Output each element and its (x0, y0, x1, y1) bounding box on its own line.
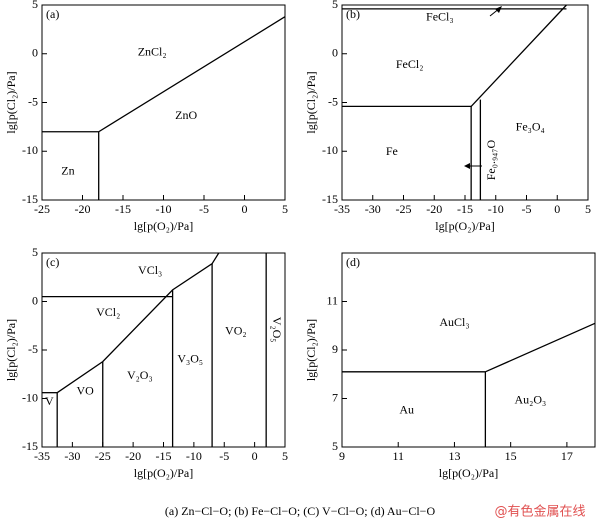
x-tick-label: 5 (282, 202, 288, 216)
plot-frame (41, 252, 286, 448)
y-tick-label: 0 (32, 293, 38, 307)
region-label: Au (399, 402, 414, 416)
x-tick-label: -30 (365, 202, 381, 216)
x-tick-label: -5 (219, 449, 229, 463)
panel-label: (c) (46, 255, 59, 269)
x-tick-label: 9 (339, 449, 345, 463)
region-label: ZnCl₂ (138, 45, 167, 59)
panel-label: (a) (46, 7, 59, 21)
region-label: VO₂ (225, 323, 247, 337)
watermark: @有色金属在线 (494, 504, 585, 520)
y-axis-label: lg[p(Cl₂)/Pa] (4, 71, 18, 133)
x-tick-label: -5 (199, 202, 209, 216)
region-label: VCl₂ (96, 305, 120, 319)
x-tick-label: 17 (561, 449, 573, 463)
x-tick-label: -10 (156, 202, 172, 216)
y-tick-label: -5 (28, 94, 38, 108)
x-axis-label: lg[p(O₂)/Pa] (134, 466, 194, 480)
y-tick-label: -10 (322, 143, 338, 157)
y-tick-label: -10 (22, 143, 38, 157)
y-tick-label: 0 (332, 46, 338, 60)
x-tick-label: 15 (505, 449, 517, 463)
x-tick-label: -20 (426, 202, 442, 216)
x-tick-label: 0 (554, 202, 560, 216)
x-tick-label: -20 (125, 449, 141, 463)
y-tick-label: 5 (332, 439, 338, 453)
y-tick-label: -15 (22, 439, 38, 453)
region-label: Fe (386, 144, 398, 158)
panel-label: (d) (346, 255, 360, 269)
region-label: V₂O₅ (270, 317, 284, 343)
boundary-line (98, 16, 286, 133)
plot-frame (341, 252, 596, 448)
x-tick-label: -35 (334, 202, 350, 216)
boundary-line (470, 4, 567, 107)
region-label: ZnO (175, 108, 197, 122)
x-tick-label: -35 (34, 449, 50, 463)
y-tick-label: -10 (22, 390, 38, 404)
region-label: VCl₃ (138, 263, 162, 277)
x-tick-label: 11 (392, 449, 404, 463)
y-tick-label: 9 (332, 342, 338, 356)
region-label: FeCl₃ (426, 9, 454, 23)
y-tick-label: 11 (326, 293, 338, 307)
region-label: Fe₃O₄ (516, 120, 545, 134)
x-tick-label: -15 (457, 202, 473, 216)
plot-frame (341, 4, 589, 201)
y-tick-label: 5 (332, 0, 338, 11)
y-axis-label: lg[p(Cl₂)/Pa] (304, 319, 318, 381)
x-axis-label: lg[p(O₂)/Pa] (439, 466, 499, 480)
y-tick-label: -5 (28, 342, 38, 356)
caption: (a) Zn−Cl−O; (b) Fe−Cl−O; (C) V−Cl−O; (d… (165, 504, 436, 518)
x-tick-label: -5 (522, 202, 532, 216)
y-tick-label: 5 (32, 0, 38, 11)
y-tick-label: 7 (332, 390, 338, 404)
region-label: VO (76, 383, 94, 397)
region-label: V₃O₅ (177, 351, 203, 365)
region-label: Fe₀.₉₄₇O (484, 139, 498, 180)
region-label: FeCl₂ (396, 57, 424, 71)
arrow-head (464, 163, 470, 169)
y-tick-label: 5 (32, 245, 38, 259)
x-tick-label: -15 (156, 449, 172, 463)
y-tick-label: -5 (328, 94, 338, 108)
x-axis-label: lg[p(O₂)/Pa] (134, 219, 194, 233)
x-tick-label: -25 (396, 202, 412, 216)
y-tick-label: 0 (32, 46, 38, 60)
x-tick-label: -20 (75, 202, 91, 216)
plot-frame (41, 4, 286, 201)
region-label: V₂O₃ (127, 368, 153, 382)
region-label: V (45, 394, 54, 408)
boundary-line (485, 322, 596, 373)
x-tick-label: -10 (488, 202, 504, 216)
y-axis-label: lg[p(Cl₂)/Pa] (304, 71, 318, 133)
region-label: Zn (61, 163, 74, 177)
x-tick-label: -25 (95, 449, 111, 463)
x-tick-label: 0 (252, 449, 258, 463)
x-tick-label: -15 (115, 202, 131, 216)
x-tick-label: 13 (448, 449, 460, 463)
x-axis-label: lg[p(O₂)/Pa] (435, 219, 495, 233)
y-tick-label: -15 (322, 192, 338, 206)
region-label: AuCl₃ (439, 315, 469, 329)
region-label: Au₂O₃ (514, 393, 546, 407)
y-axis-label: lg[p(Cl₂)/Pa] (4, 319, 18, 381)
x-tick-label: 0 (242, 202, 248, 216)
x-tick-label: 5 (282, 449, 288, 463)
x-tick-label: -10 (186, 449, 202, 463)
x-tick-label: -30 (64, 449, 80, 463)
x-tick-label: 5 (585, 202, 591, 216)
x-tick-label: -25 (34, 202, 50, 216)
panel-label: (b) (346, 7, 360, 21)
y-tick-label: -15 (22, 192, 38, 206)
